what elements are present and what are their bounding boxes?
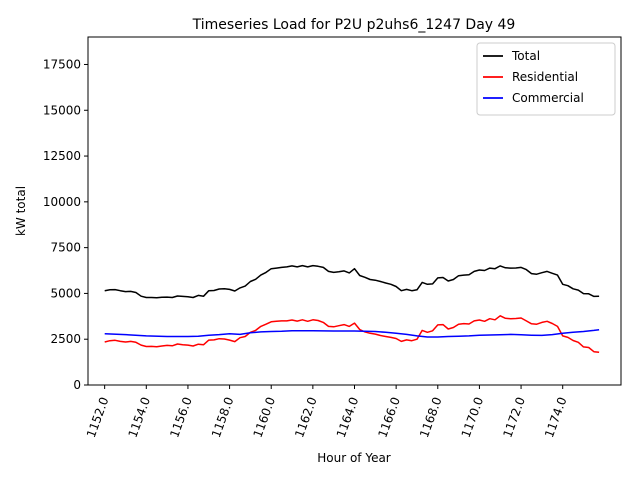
x-tick-label: 1152.0 [84, 395, 112, 439]
x-tick-label: 1156.0 [167, 395, 195, 439]
series-line-total [104, 264, 600, 299]
x-tick-label: 1164.0 [334, 395, 362, 439]
x-tick-label: 1158.0 [209, 395, 237, 439]
series-layer [104, 264, 600, 353]
x-tick-label: 1162.0 [292, 395, 320, 439]
y-axis-label: kW total [14, 186, 28, 236]
legend-label-total: Total [511, 49, 540, 63]
y-tick-label: 17500 [43, 57, 81, 71]
legend-box [476, 42, 616, 116]
x-axis-ticks: 1152.0 1154.0 1156.0 1158.0 1160.0 1162.0 1164… [84, 385, 570, 439]
x-tick-label: 1160.0 [251, 395, 279, 439]
y-axis-ticks: 0 2500 5000 7500 10000 12500 15000 17500 [43, 57, 88, 392]
x-axis-label: Hour of Year [317, 451, 391, 465]
chart-title: Timeseries Load for P2U p2uhs6_1247 Day … [192, 17, 516, 33]
y-tick-label: 5000 [50, 286, 81, 300]
legend: Total Residential Commercial [476, 42, 616, 116]
series-line-commercial [104, 328, 600, 338]
y-tick-label: 15000 [43, 103, 81, 117]
x-tick-label: 1168.0 [417, 395, 445, 439]
y-tick-label: 12500 [43, 149, 81, 163]
series-line-residential [104, 315, 600, 353]
legend-label-residential: Residential [512, 70, 578, 84]
x-tick-label: 1170.0 [459, 395, 487, 439]
y-tick-label: 10000 [43, 195, 81, 209]
y-tick-label: 0 [73, 378, 81, 392]
x-tick-label: 1154.0 [126, 395, 154, 439]
y-tick-label: 2500 [50, 332, 81, 346]
x-tick-label: 1166.0 [375, 395, 403, 439]
y-tick-label: 7500 [50, 241, 81, 255]
x-tick-label: 1172.0 [500, 395, 528, 439]
x-tick-label: 1174.0 [542, 395, 570, 439]
legend-label-commercial: Commercial [512, 91, 584, 105]
